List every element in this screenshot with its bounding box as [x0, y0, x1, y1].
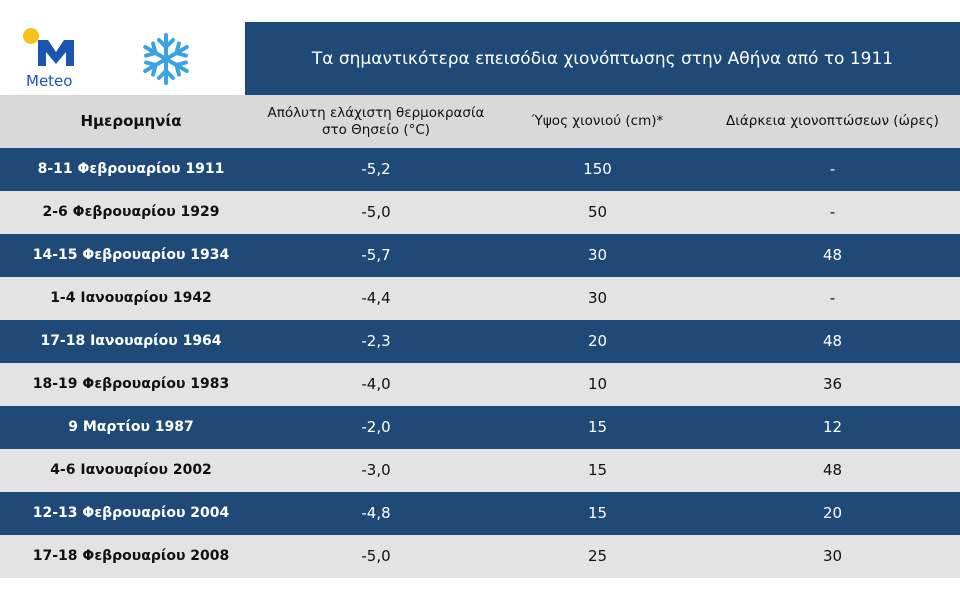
table-row: 12-13 Φεβρουαρίου 2004 -4,8 15 20 — [0, 492, 960, 535]
table-cell: 20 — [587, 332, 608, 351]
table-cell: 9 Μαρτίου 1987 — [68, 418, 194, 435]
table-cell: 25 — [587, 547, 608, 566]
table-row: 18-19 Φεβρουαρίου 1983 -4,0 10 36 — [0, 363, 960, 406]
table-cell: 12-13 Φεβρουαρίου 2004 — [32, 504, 230, 521]
table-cell: 15 — [587, 461, 608, 480]
table-cell: 1-4 Ιανουαρίου 1942 — [50, 289, 212, 306]
column-header: Διάρκεια χιονοπτώσεων (ώρες) — [726, 113, 939, 130]
table: Ημερομηνία Απόλυτη ελάχιστη θερμοκρασία σ… — [0, 95, 960, 578]
table-cell: - — [829, 289, 836, 308]
table-cell: 30 — [587, 289, 608, 308]
header-row: Ημερομηνία Απόλυτη ελάχιστη θερμοκρασία σ… — [0, 95, 960, 148]
table-row: 8-11 Φεβρουαρίου 1911 -5,2 150 - — [0, 148, 960, 191]
table-cell: 36 — [822, 375, 843, 394]
table-cell: 48 — [822, 246, 843, 265]
table-cell: 50 — [587, 203, 608, 222]
table-row: 1-4 Ιανουαρίου 1942 -4,4 30 - — [0, 277, 960, 320]
table-cell: -5,2 — [361, 160, 391, 179]
table-cell: -4,4 — [361, 289, 391, 308]
table-cell: 4-6 Ιανουαρίου 2002 — [50, 461, 212, 478]
table-cell: -5,0 — [361, 203, 391, 222]
table-cell: 10 — [587, 375, 608, 394]
table-cell: 150 — [583, 160, 612, 179]
table-row: 17-18 Φεβρουαρίου 2008 -5,0 25 30 — [0, 535, 960, 578]
table-cell: - — [829, 160, 836, 179]
table-cell: -4,8 — [361, 504, 391, 523]
column-header: Απόλυτη ελάχιστη θερμοκρασία στο Θησείο … — [267, 104, 485, 138]
table-cell: 2-6 Φεβρουαρίου 1929 — [42, 203, 220, 220]
logo-graphic — [23, 28, 189, 85]
logo-dot — [23, 28, 39, 44]
table-row: 14-15 Φεβρουαρίου 1934 -5,7 30 48 — [0, 234, 960, 277]
table-cell: 20 — [822, 504, 843, 523]
table-cell: -2,0 — [361, 418, 391, 437]
logo-text: Meteo — [26, 72, 73, 90]
table-cell: -4,0 — [361, 375, 391, 394]
table-cell: 15 — [587, 418, 608, 437]
table-cell: - — [829, 203, 836, 222]
table-cell: -3,0 — [361, 461, 391, 480]
table-cell: 15 — [587, 504, 608, 523]
table-row: 9 Μαρτίου 1987 -2,0 15 12 — [0, 406, 960, 449]
table-cell: 14-15 Φεβρουαρίου 1934 — [32, 246, 230, 263]
table-cell: 12 — [822, 418, 843, 437]
logo-m — [38, 40, 74, 66]
title: Τα σημαντικότερα επεισόδια χιονόπτωσης σ… — [311, 48, 894, 69]
title-bar: Τα σημαντικότερα επεισόδια χιονόπτωσης σ… — [245, 22, 960, 95]
table-row: 17-18 Ιανουαρίου 1964 -2,3 20 48 — [0, 320, 960, 363]
snowflake-icon — [143, 33, 189, 85]
table-cell: 30 — [822, 547, 843, 566]
table-cell: -5,7 — [361, 246, 391, 265]
column-header: Ημερομηνία — [80, 112, 182, 131]
table-row: 2-6 Φεβρουαρίου 1929 -5,0 50 - — [0, 191, 960, 234]
table-cell: 17-18 Φεβρουαρίου 2008 — [32, 547, 230, 564]
table-cell: 48 — [822, 461, 843, 480]
column-header: Ύψος χιονιού (cm)* — [531, 113, 664, 130]
table-cell: 18-19 Φεβρουαρίου 1983 — [32, 375, 230, 392]
table-row: 4-6 Ιανουαρίου 2002 -3,0 15 48 — [0, 449, 960, 492]
table-cell: 8-11 Φεβρουαρίου 1911 — [37, 160, 225, 177]
table-cell: 48 — [822, 332, 843, 351]
table-cell: 30 — [587, 246, 608, 265]
table-cell: 17-18 Ιανουαρίου 1964 — [40, 332, 222, 349]
logo: Meteo — [0, 22, 245, 95]
table-cell: -5,0 — [361, 547, 391, 566]
table-cell: -2,3 — [361, 332, 391, 351]
